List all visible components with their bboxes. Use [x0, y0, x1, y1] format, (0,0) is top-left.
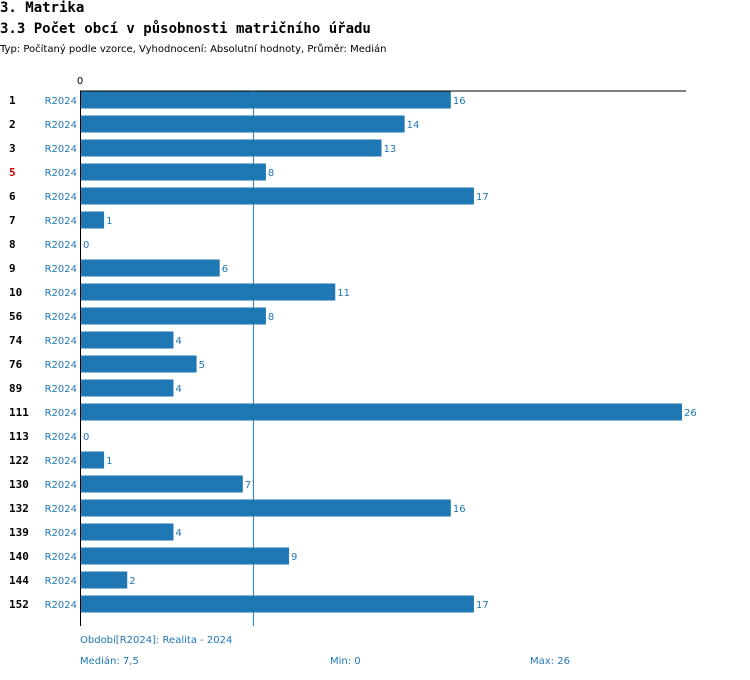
- category-label: 111: [9, 406, 29, 419]
- category-label: 6: [9, 190, 16, 203]
- period-legend: Období[R2024]: Realita - 2024: [80, 635, 233, 646]
- series-label: R2024: [45, 480, 77, 491]
- category-label: 132: [9, 502, 29, 515]
- category-label: 9: [9, 262, 16, 275]
- median-stat: Medián: 7,5: [80, 656, 139, 667]
- data-label: 17: [476, 192, 489, 203]
- bar: [81, 403, 682, 421]
- max-stat: Max: 26: [530, 656, 570, 667]
- data-label: 5: [199, 360, 205, 371]
- data-label: 0: [83, 240, 89, 251]
- bar: [81, 451, 105, 469]
- series-label: R2024: [45, 552, 77, 563]
- series-label: R2024: [45, 576, 77, 587]
- series-label: R2024: [45, 528, 77, 539]
- category-label: 152: [9, 598, 29, 611]
- bar-chart: 01 R2024 162 R2024 143 R2024 135 R2024 86 R2024 17…: [9, 76, 697, 626]
- series-label: R2024: [45, 240, 77, 251]
- bar: [81, 163, 266, 181]
- data-label: 1: [106, 456, 112, 467]
- section-heading: 3. Matrika: [0, 0, 85, 16]
- series-label: R2024: [45, 336, 77, 347]
- category-label: 5: [9, 166, 16, 179]
- data-label: 0: [83, 432, 89, 443]
- data-label: 26: [684, 408, 697, 419]
- bar: [81, 331, 174, 349]
- series-label: R2024: [45, 216, 77, 227]
- bar: [81, 499, 451, 517]
- category-label: 10: [9, 286, 22, 299]
- bar: [81, 595, 474, 613]
- series-label: R2024: [45, 264, 77, 275]
- series-label: R2024: [45, 192, 77, 203]
- category-label: 140: [9, 550, 29, 563]
- bar: [81, 91, 451, 109]
- category-label: 74: [9, 334, 23, 347]
- data-label: 8: [268, 312, 274, 323]
- data-label: 4: [175, 528, 181, 539]
- category-label: 139: [9, 526, 29, 539]
- category-label: 3: [9, 142, 16, 155]
- series-label: R2024: [45, 408, 77, 419]
- data-label: 4: [175, 336, 181, 347]
- category-label: 122: [9, 454, 29, 467]
- bar: [81, 547, 290, 565]
- bar: [81, 355, 197, 373]
- bar: [81, 259, 220, 277]
- bar: [81, 475, 243, 493]
- category-label: 89: [9, 382, 22, 395]
- data-label: 16: [453, 96, 466, 107]
- series-label: R2024: [45, 504, 77, 515]
- data-label: 13: [384, 144, 397, 155]
- category-label: 130: [9, 478, 29, 491]
- data-label: 9: [291, 552, 297, 563]
- data-label: 17: [476, 600, 489, 611]
- bar: [81, 283, 336, 301]
- bar: [81, 307, 266, 325]
- category-label: 76: [9, 358, 23, 371]
- bar: [81, 211, 105, 229]
- series-label: R2024: [45, 120, 77, 131]
- data-label: 14: [407, 120, 420, 131]
- series-label: R2024: [45, 144, 77, 155]
- series-label: R2024: [45, 360, 77, 371]
- data-label: 8: [268, 168, 274, 179]
- series-label: R2024: [45, 456, 77, 467]
- series-label: R2024: [45, 288, 77, 299]
- series-label: R2024: [45, 96, 77, 107]
- category-label: 8: [9, 238, 16, 251]
- series-label: R2024: [45, 432, 77, 443]
- series-label: R2024: [45, 384, 77, 395]
- series-label: R2024: [45, 168, 77, 179]
- x-tick-label: 0: [77, 76, 83, 87]
- category-label: 2: [9, 118, 16, 131]
- category-label: 113: [9, 430, 29, 443]
- data-label: 1: [106, 216, 112, 227]
- series-label: R2024: [45, 312, 77, 323]
- bar: [81, 523, 174, 541]
- data-label: 7: [245, 480, 251, 491]
- category-label: 144: [9, 574, 29, 587]
- category-label: 7: [9, 214, 16, 227]
- data-label: 4: [175, 384, 181, 395]
- bar: [81, 115, 405, 133]
- bar: [81, 139, 382, 157]
- bar: [81, 187, 474, 205]
- series-label: R2024: [45, 600, 77, 611]
- bar: [81, 379, 174, 397]
- bar: [81, 571, 128, 589]
- chart-subtitle: Typ: Počítaný podle vzorce, Vyhodnocení:…: [0, 44, 387, 55]
- data-label: 2: [129, 576, 135, 587]
- data-label: 6: [222, 264, 228, 275]
- category-label: 56: [9, 310, 23, 323]
- data-label: 16: [453, 504, 466, 515]
- category-label: 1: [9, 94, 16, 107]
- data-label: 11: [337, 288, 350, 299]
- min-stat: Min: 0: [330, 656, 361, 667]
- chart-title: 3.3 Počet obcí v působnosti matričního ú…: [0, 21, 371, 37]
